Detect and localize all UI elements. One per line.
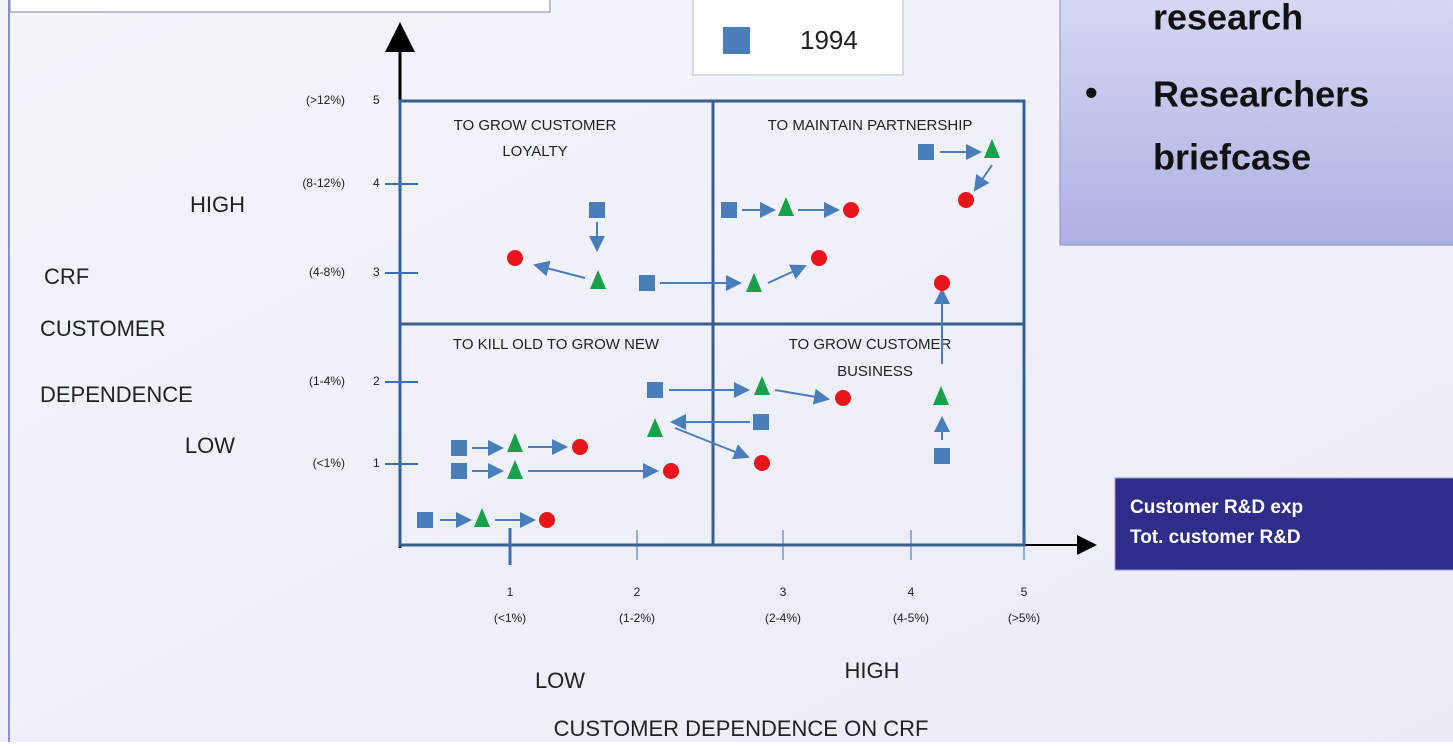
square-marker	[639, 275, 655, 291]
quadrant-label: TO GROW CUSTOMER	[789, 336, 952, 353]
triangle-marker	[746, 273, 762, 292]
square-marker	[451, 440, 467, 456]
x-tick-text: (<1%)	[494, 611, 526, 625]
text-panel	[1059, 0, 1453, 246]
circle-marker	[934, 275, 950, 291]
x-tick-text: 1	[507, 585, 514, 599]
square-marker	[721, 202, 737, 218]
x-tick-text: (4-5%)	[893, 611, 929, 625]
triangle-marker	[778, 197, 794, 216]
bullet-dot: •	[1085, 72, 1098, 113]
circle-marker	[539, 512, 555, 528]
square-marker	[451, 463, 467, 479]
square-marker	[934, 448, 950, 464]
x-tick-text: (1-2%)	[619, 611, 655, 625]
quadrant-label: TO KILL OLD TO GROW NEW	[453, 336, 660, 353]
square-marker	[417, 512, 433, 528]
circle-marker	[843, 202, 859, 218]
triangle-marker	[933, 386, 949, 405]
bullet-text: Researchers	[1153, 74, 1369, 115]
square-marker	[589, 202, 605, 218]
circle-marker	[754, 455, 770, 471]
y-tick-text: (<1%)	[313, 456, 345, 470]
y-tick-text: 2	[373, 374, 380, 388]
circle-marker	[507, 250, 523, 266]
triangle-marker	[984, 139, 1000, 158]
quadrant-label: LOYALTY	[502, 143, 567, 160]
y-label: CRF	[44, 264, 89, 289]
quadrant-label: BUSINESS	[837, 363, 913, 380]
y-tick-text: (8-12%)	[302, 176, 345, 190]
triangle-marker	[754, 376, 770, 395]
x-label: HIGH	[845, 658, 900, 683]
circle-marker	[811, 250, 827, 266]
arrow	[767, 264, 807, 284]
x-title: CUSTOMER DEPENDENCE ON CRF	[554, 716, 929, 741]
top-box	[9, 0, 551, 13]
note-box	[1114, 477, 1453, 571]
arrow	[973, 164, 993, 192]
y-tick-text: (4-8%)	[309, 265, 345, 279]
square-marker	[918, 144, 934, 160]
bullet-text: research	[1153, 0, 1303, 38]
arrow	[533, 260, 586, 279]
y-tick-text: 4	[373, 176, 380, 190]
triangle-marker	[507, 433, 523, 452]
quadrant-label: TO MAINTAIN PARTNERSHIP	[768, 117, 973, 134]
square-marker	[753, 414, 769, 430]
x-tick-text: 4	[908, 585, 915, 599]
y-tick-text: 3	[373, 265, 380, 279]
bullet-text: briefcase	[1153, 137, 1311, 178]
x-label: LOW	[535, 668, 585, 693]
y-label: DEPENDENCE	[40, 382, 193, 407]
x-tick-text: (>5%)	[1008, 611, 1040, 625]
y-label: HIGH	[190, 192, 245, 217]
triangle-marker	[507, 460, 523, 479]
arrow	[674, 427, 750, 460]
circle-marker	[663, 463, 679, 479]
x-tick-text: 2	[634, 585, 641, 599]
triangle-marker	[590, 270, 606, 289]
x-tick-text: 3	[780, 585, 787, 599]
note-line: Customer R&D exp	[1130, 497, 1303, 518]
y-tick-text: (>12%)	[306, 93, 345, 107]
x-tick-text: (2-4%)	[765, 611, 801, 625]
y-tick-text: (1-4%)	[309, 374, 345, 388]
note-line: Tot. customer R&D	[1130, 527, 1301, 548]
x-tick-text: 5	[1021, 585, 1028, 599]
legend-square	[723, 27, 750, 54]
y-tick-text: 1	[373, 456, 380, 470]
circle-marker	[835, 390, 851, 406]
circle-marker	[572, 439, 588, 455]
square-marker	[647, 382, 663, 398]
y-tick-text: 5	[373, 93, 380, 107]
circle-marker	[958, 192, 974, 208]
y-label: CUSTOMER	[40, 316, 166, 341]
legend-label: 1994	[800, 25, 858, 55]
quadrant-label: TO GROW CUSTOMER	[454, 117, 617, 134]
triangle-marker	[474, 508, 490, 527]
y-label: LOW	[185, 433, 235, 458]
arrow	[774, 388, 830, 405]
triangle-marker	[647, 418, 663, 437]
